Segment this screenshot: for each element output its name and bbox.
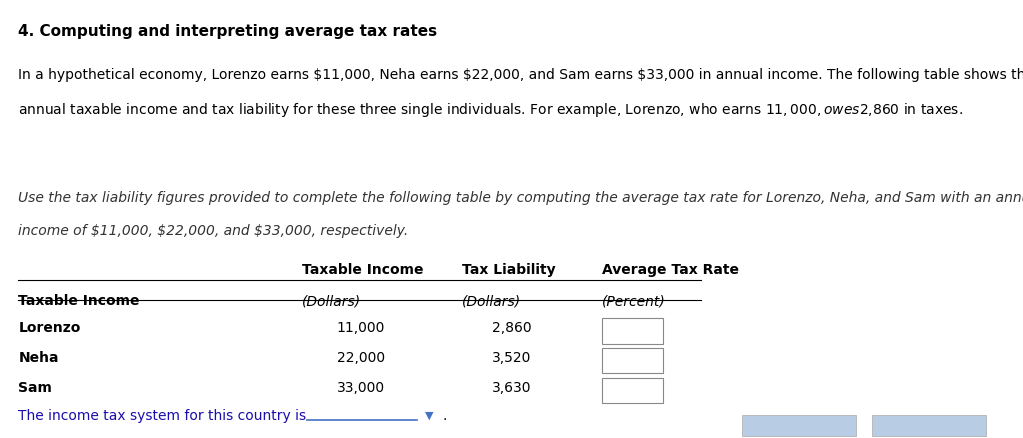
Text: 4. Computing and interpreting average tax rates: 4. Computing and interpreting average ta… xyxy=(18,24,438,39)
Text: 33,000: 33,000 xyxy=(337,380,386,394)
Text: In a hypothetical economy, Lorenzo earns $11,000, Neha earns $22,000, and Sam ea: In a hypothetical economy, Lorenzo earns… xyxy=(18,68,1023,82)
Text: (Percent): (Percent) xyxy=(602,293,665,307)
Text: Neha: Neha xyxy=(18,350,59,364)
Text: Sam: Sam xyxy=(18,380,52,394)
Text: 22,000: 22,000 xyxy=(337,350,386,364)
Text: (Dollars): (Dollars) xyxy=(302,293,361,307)
Text: Taxable Income: Taxable Income xyxy=(302,263,424,277)
Text: Tax Liability: Tax Liability xyxy=(462,263,557,277)
Text: income of $11,000, $22,000, and $33,000, respectively.: income of $11,000, $22,000, and $33,000,… xyxy=(18,223,408,237)
Text: Use the tax liability figures provided to complete the following table by comput: Use the tax liability figures provided t… xyxy=(18,191,1023,205)
Text: 3,520: 3,520 xyxy=(492,350,531,364)
Text: Average Tax Rate: Average Tax Rate xyxy=(602,263,739,277)
Text: 2,860: 2,860 xyxy=(492,321,531,335)
Text: ▼: ▼ xyxy=(425,410,433,420)
Text: 3,630: 3,630 xyxy=(492,380,531,394)
Text: .: . xyxy=(443,408,447,422)
Text: The income tax system for this country is: The income tax system for this country i… xyxy=(18,408,307,422)
Text: Taxable Income: Taxable Income xyxy=(18,293,140,307)
Text: Lorenzo: Lorenzo xyxy=(18,321,81,335)
Text: annual taxable income and tax liability for these three single individuals. For : annual taxable income and tax liability … xyxy=(18,101,964,119)
Text: 11,000: 11,000 xyxy=(337,321,386,335)
Text: (Dollars): (Dollars) xyxy=(462,293,522,307)
